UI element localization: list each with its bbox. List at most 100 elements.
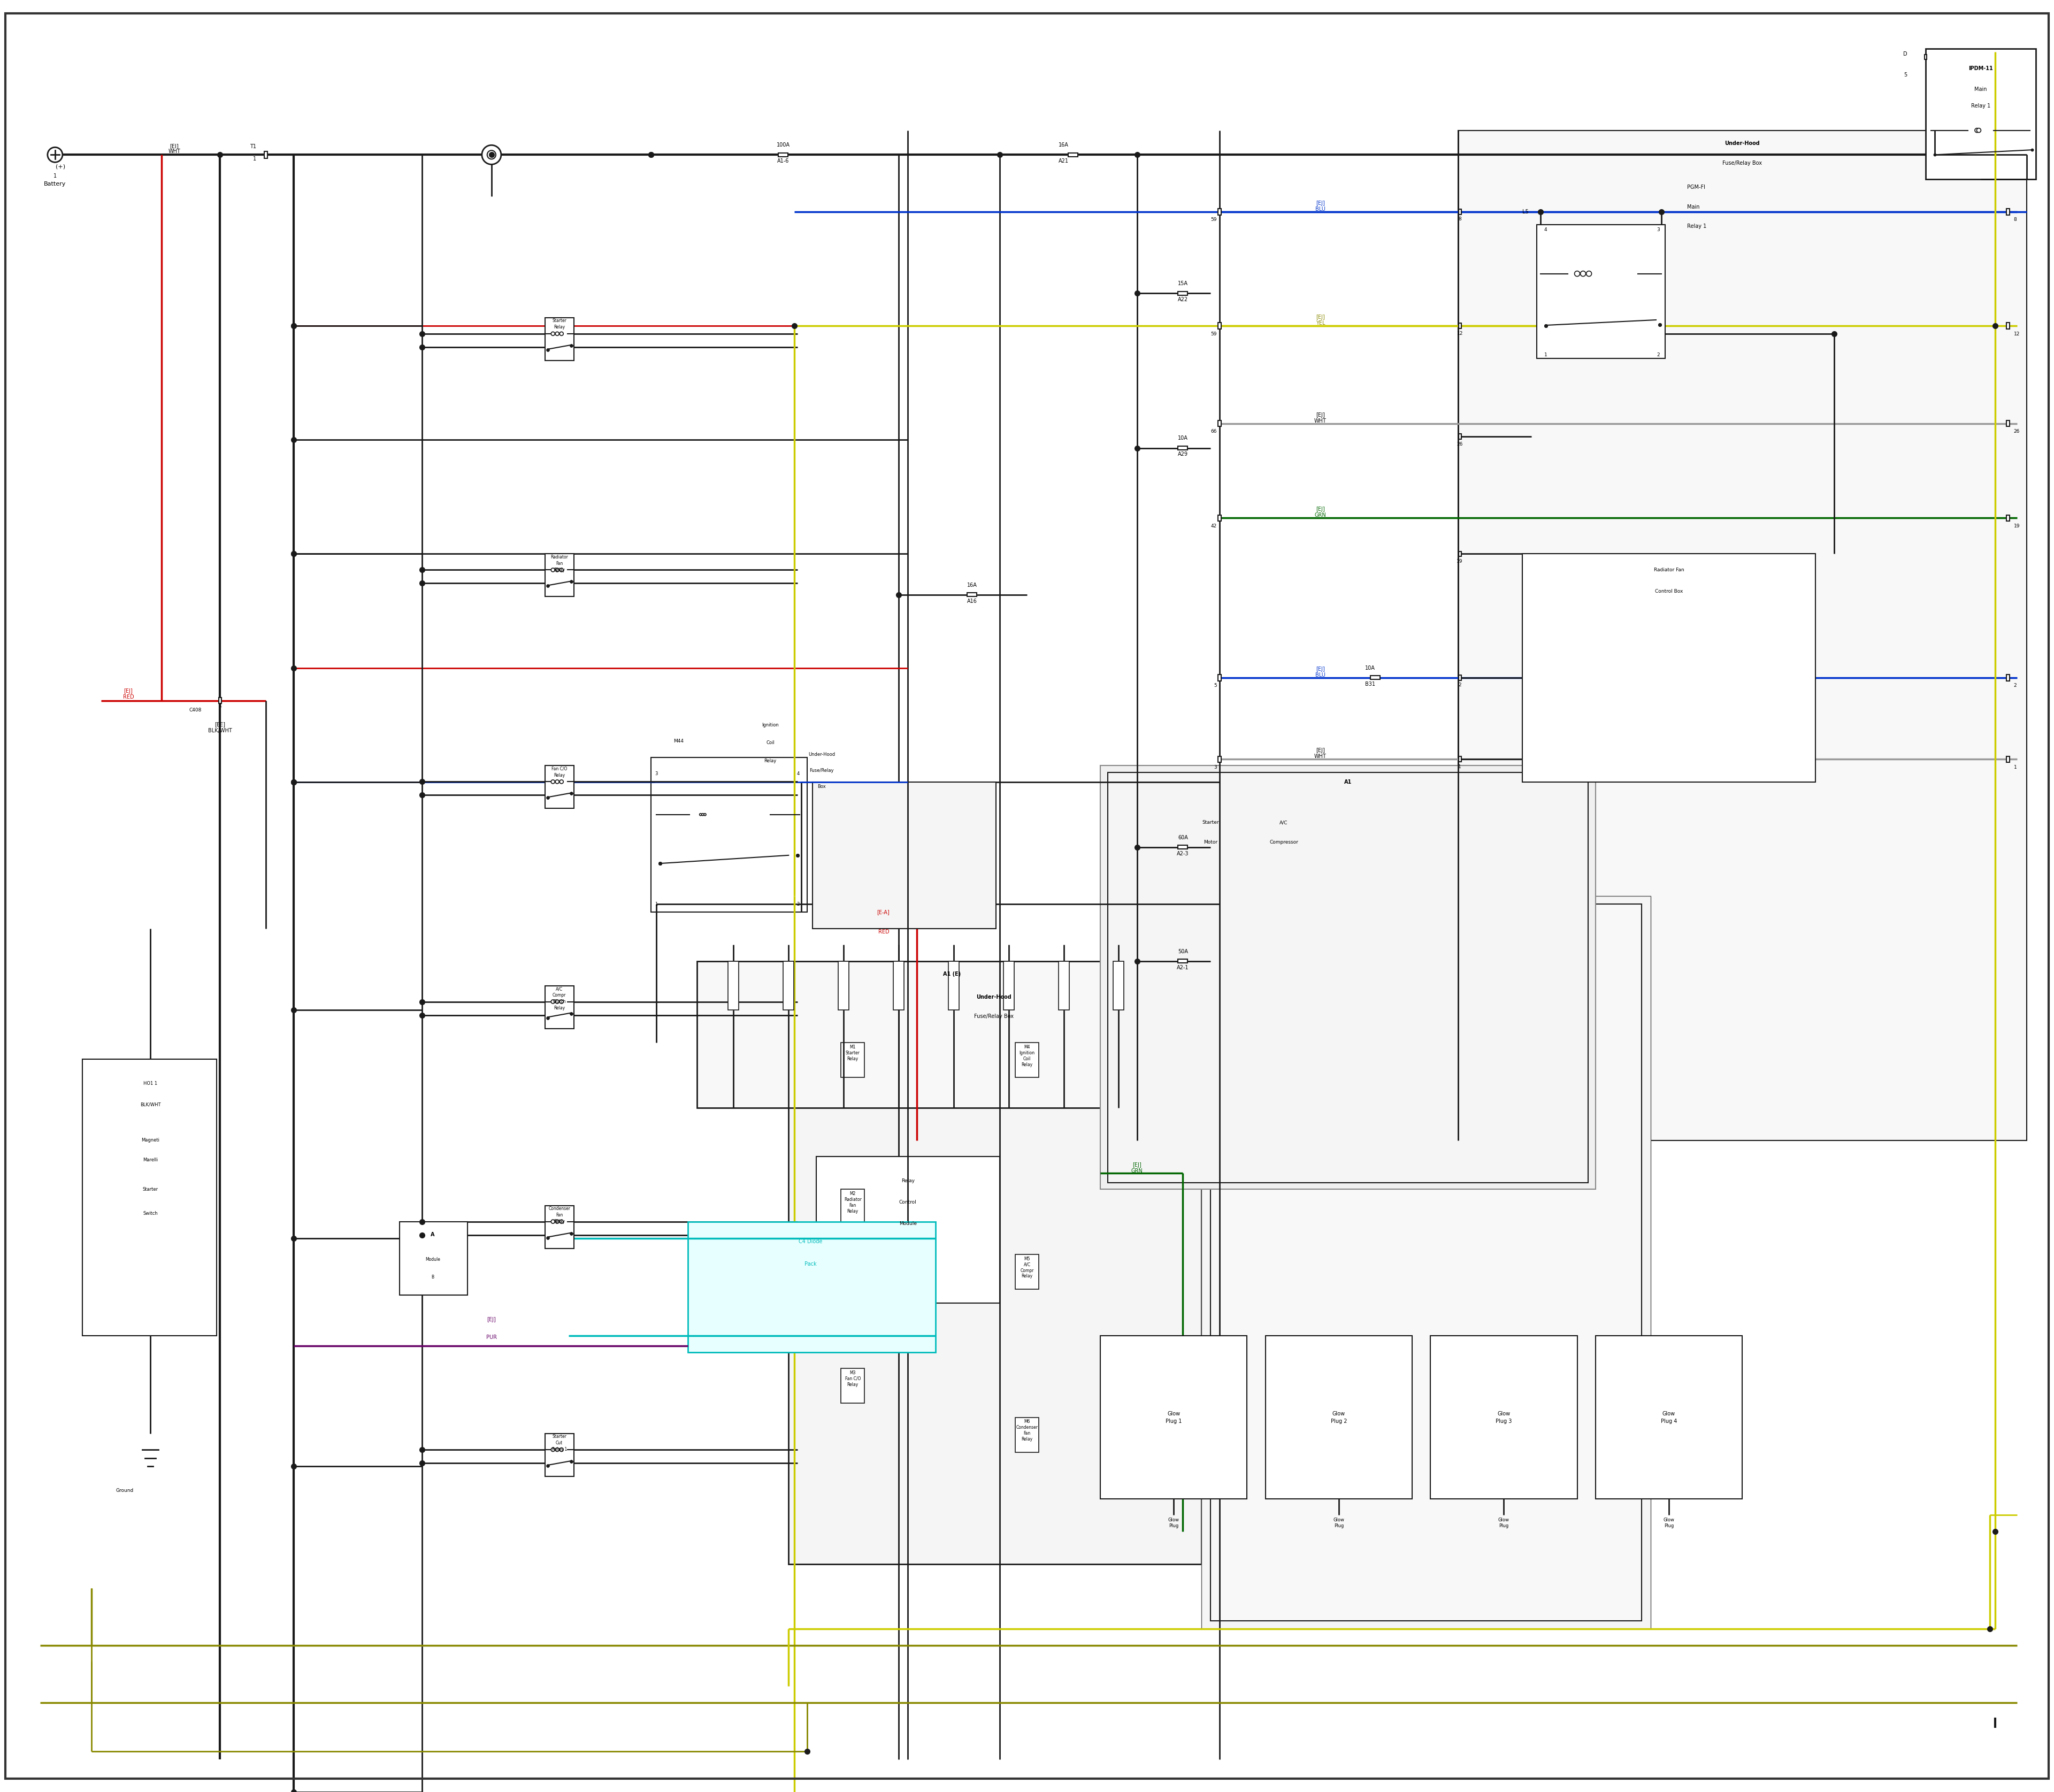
Circle shape bbox=[1580, 271, 1586, 276]
Circle shape bbox=[483, 145, 501, 165]
Bar bbox=[1179, 959, 1187, 962]
Text: Plug 1: Plug 1 bbox=[1165, 1419, 1181, 1423]
Text: 15A: 15A bbox=[1177, 281, 1187, 287]
Text: (+): (+) bbox=[55, 163, 66, 168]
Bar bbox=[1458, 552, 1460, 557]
Text: 26: 26 bbox=[2013, 428, 2019, 434]
Text: HO1 1: HO1 1 bbox=[144, 1081, 158, 1086]
Text: RED: RED bbox=[123, 694, 134, 699]
Text: Radiator: Radiator bbox=[844, 1197, 861, 1202]
Text: A: A bbox=[431, 1233, 435, 1238]
Text: A1-6: A1-6 bbox=[776, 158, 789, 163]
Text: Under-Hood: Under-Hood bbox=[976, 995, 1011, 1000]
Text: 50A: 50A bbox=[1177, 948, 1187, 953]
Text: 10A: 10A bbox=[1366, 665, 1374, 670]
Text: 19: 19 bbox=[1456, 559, 1462, 564]
Circle shape bbox=[487, 151, 495, 159]
Bar bbox=[1202, 896, 1651, 1629]
Text: Ignition: Ignition bbox=[762, 722, 778, 728]
Text: 3: 3 bbox=[655, 771, 657, 776]
Text: Glow: Glow bbox=[1662, 1410, 1676, 1416]
Text: A22: A22 bbox=[1177, 297, 1187, 303]
Text: Cut: Cut bbox=[557, 1441, 563, 1446]
Text: Relay: Relay bbox=[1021, 1274, 1033, 1279]
Text: WHT: WHT bbox=[1315, 754, 1327, 760]
Text: Magneti: Magneti bbox=[142, 1138, 160, 1143]
Text: Condenser: Condenser bbox=[548, 1206, 571, 1211]
Text: Fan: Fan bbox=[557, 561, 563, 566]
Bar bbox=[1458, 434, 1460, 439]
Text: BLK/WHT: BLK/WHT bbox=[140, 1102, 160, 1107]
Text: Relay: Relay bbox=[555, 1005, 565, 1011]
Text: 5: 5 bbox=[1904, 72, 1908, 77]
Text: Relay: Relay bbox=[555, 568, 565, 572]
Text: 2: 2 bbox=[2013, 683, 2017, 688]
Text: Relay: Relay bbox=[764, 758, 776, 763]
Circle shape bbox=[555, 780, 559, 783]
Text: [EJ]: [EJ] bbox=[123, 688, 134, 694]
Bar bbox=[2007, 323, 2009, 328]
Text: Relay: Relay bbox=[846, 1382, 859, 1387]
Circle shape bbox=[705, 814, 707, 815]
Bar bbox=[82, 1059, 216, 1335]
Text: 3: 3 bbox=[1214, 765, 1216, 769]
Text: 8: 8 bbox=[2013, 217, 2017, 222]
Bar bbox=[778, 152, 789, 156]
Bar bbox=[1002, 961, 1015, 1011]
Text: 1: 1 bbox=[655, 901, 657, 907]
Bar bbox=[1927, 48, 2036, 179]
Text: Battery: Battery bbox=[43, 181, 66, 186]
Bar bbox=[1458, 323, 1460, 328]
Text: 66: 66 bbox=[1210, 428, 1216, 434]
Text: WHT: WHT bbox=[1315, 418, 1327, 423]
Bar bbox=[1265, 1335, 1413, 1498]
Circle shape bbox=[559, 568, 563, 572]
Bar bbox=[265, 151, 267, 158]
Text: 1: 1 bbox=[1458, 763, 1460, 769]
Bar bbox=[2007, 514, 2009, 521]
Text: Fan: Fan bbox=[557, 1213, 563, 1217]
Text: [EJ]: [EJ] bbox=[1317, 412, 1325, 418]
Bar bbox=[1015, 1417, 1039, 1452]
Bar bbox=[1101, 1335, 1247, 1498]
Bar bbox=[688, 1222, 935, 1353]
Bar bbox=[1536, 224, 1666, 358]
Text: 4: 4 bbox=[797, 771, 799, 776]
Text: Ground: Ground bbox=[115, 1487, 134, 1493]
Text: 1: 1 bbox=[218, 704, 222, 708]
Text: [EI]: [EI] bbox=[170, 143, 179, 149]
Text: GRN: GRN bbox=[1315, 513, 1327, 518]
Circle shape bbox=[559, 1220, 563, 1224]
Text: A2-1: A2-1 bbox=[1177, 964, 1189, 969]
Text: Coil: Coil bbox=[1023, 1055, 1031, 1061]
Text: Glow: Glow bbox=[1497, 1410, 1510, 1416]
Circle shape bbox=[555, 1220, 559, 1224]
Bar bbox=[1179, 446, 1187, 450]
Text: Glow
Plug: Glow Plug bbox=[1664, 1518, 1674, 1529]
Text: [EJ]: [EJ] bbox=[487, 1317, 495, 1322]
Text: Relay: Relay bbox=[555, 772, 565, 778]
Text: A/C: A/C bbox=[1023, 1262, 1031, 1267]
Text: Relay: Relay bbox=[1021, 1437, 1033, 1441]
Bar bbox=[1218, 514, 1220, 521]
Bar bbox=[651, 758, 807, 912]
Bar bbox=[1430, 1335, 1577, 1498]
Text: 2: 2 bbox=[1658, 353, 1660, 358]
Bar bbox=[815, 1156, 1000, 1303]
Text: Motor: Motor bbox=[1204, 840, 1218, 844]
Text: C408: C408 bbox=[189, 708, 201, 713]
Text: Box: Box bbox=[817, 785, 826, 788]
Text: Switch: Switch bbox=[144, 1211, 158, 1217]
Text: 1: 1 bbox=[1545, 353, 1547, 358]
Text: M1: M1 bbox=[850, 1045, 857, 1050]
Text: GRN: GRN bbox=[1132, 1168, 1142, 1174]
Text: Compr: Compr bbox=[553, 993, 567, 998]
Text: [EE]: [EE] bbox=[216, 722, 226, 728]
Text: 100A: 100A bbox=[776, 142, 791, 147]
Text: B31: B31 bbox=[1364, 681, 1374, 686]
Text: BLU: BLU bbox=[1315, 206, 1325, 211]
Text: Plug 2: Plug 2 bbox=[1331, 1419, 1347, 1423]
Circle shape bbox=[1974, 129, 1980, 133]
Bar bbox=[2007, 210, 2009, 215]
Text: YEL: YEL bbox=[1317, 321, 1325, 326]
